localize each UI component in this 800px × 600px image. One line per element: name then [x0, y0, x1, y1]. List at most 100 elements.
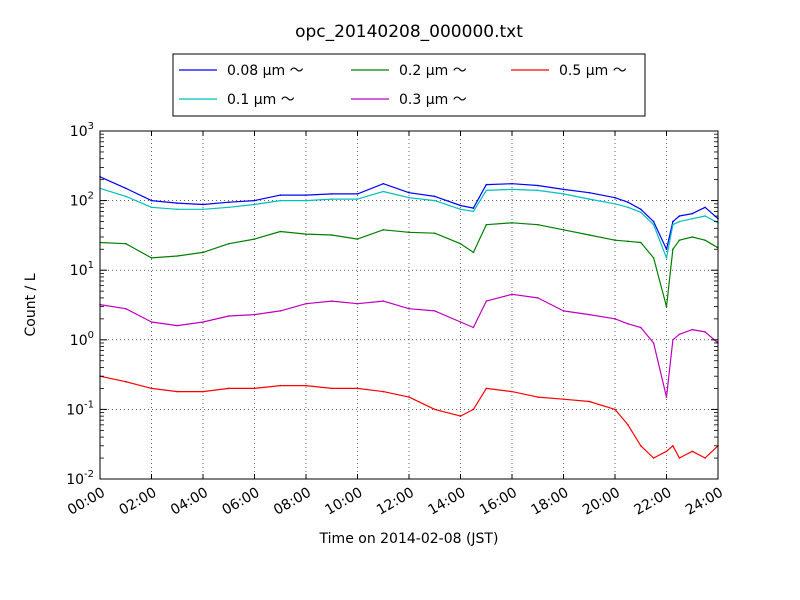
series-3-point [356, 302, 359, 305]
series-0-point [331, 193, 333, 195]
series-2-point [537, 223, 539, 226]
series-2-point [356, 238, 359, 240]
series-0-point [511, 182, 513, 185]
x-tick-label: 10:00 [323, 485, 366, 519]
series-4-point [125, 380, 127, 383]
x-tick-label: 08:00 [271, 485, 314, 519]
series-0-point [176, 202, 179, 204]
series-0-point [125, 187, 127, 190]
series-1-point [562, 193, 565, 195]
series-0-point [614, 196, 616, 199]
series-0-point [202, 203, 204, 206]
series-1-point [176, 208, 179, 211]
series-2-point [691, 236, 694, 238]
legend-label: 0.3 μm ～ [399, 92, 467, 108]
series-2-point [279, 230, 282, 233]
series-1-point [472, 210, 475, 213]
x-tick-label: 04:00 [168, 485, 211, 519]
series-1-point [511, 188, 513, 191]
series-3-point [202, 321, 204, 323]
series-1-point [704, 215, 706, 217]
series-4-point [678, 457, 681, 459]
series-4-point [562, 398, 565, 401]
series-1-point [305, 199, 307, 202]
series-1-point [672, 223, 674, 226]
series-2-point [305, 233, 307, 235]
series-3-point [652, 342, 655, 344]
series-0-point [150, 199, 153, 202]
series-2-point [640, 241, 642, 244]
series-4-point [665, 450, 668, 453]
series-4-point [704, 457, 706, 459]
x-tick-label: 22:00 [632, 485, 675, 519]
series-3-point [678, 333, 681, 336]
chart-title: opc_20140208_000000.txt [295, 22, 523, 42]
series-4-point [305, 384, 307, 387]
legend-label: 0.08 μm ～ [227, 63, 304, 79]
series-0-point [434, 195, 436, 198]
series-3-point [150, 321, 153, 323]
series-1-point [485, 189, 488, 192]
series-0-point [588, 191, 591, 194]
x-tick-labels: 00:00 02:00 04:00 06:00 08:00 10:00 12:00 14:00… [65, 485, 726, 519]
series-3-point [588, 313, 591, 316]
y-tick-base: 10 [70, 194, 88, 210]
series-1-point [150, 206, 153, 209]
x-tick-label: 14:00 [426, 485, 469, 519]
y-tick-exponent: 1 [88, 260, 94, 271]
series-1-point [279, 199, 282, 202]
y-tick-label: 10-1 [66, 399, 94, 418]
series-2-point [382, 229, 385, 231]
x-axis-label: Time on 2014-02-08 (JST) [319, 531, 499, 547]
series-2-point [652, 257, 655, 259]
series-0-point [640, 208, 642, 211]
series-3-point [472, 326, 475, 329]
series-1-point [588, 198, 591, 200]
y-tick-base: 10 [70, 263, 88, 279]
series-1-point [537, 189, 539, 192]
series-4-point [672, 445, 674, 447]
series-2-point [150, 257, 153, 259]
series-0-point [672, 220, 674, 223]
legend-label: 0.1 μm ～ [227, 92, 295, 108]
series-2-point [665, 305, 668, 308]
series-0-point [537, 184, 539, 187]
series-1-point [614, 203, 616, 205]
series-3-point [562, 310, 565, 312]
series-4-point [640, 445, 642, 447]
series-3-point [305, 302, 307, 305]
series-0-point [652, 220, 655, 223]
x-tick-label: 24:00 [683, 485, 726, 519]
series-1-point [253, 203, 256, 206]
series-0-point [253, 199, 256, 202]
series-4-point [408, 396, 410, 398]
series-4-point [279, 384, 282, 387]
y-tick-label: 102 [70, 191, 94, 210]
series-0-point [305, 194, 307, 196]
y-tick-exponent: 3 [88, 121, 94, 132]
series-3-point [434, 310, 436, 312]
series-3-point [704, 331, 706, 333]
y-axis-label: Count / L [23, 273, 39, 336]
plot-area [99, 130, 719, 480]
series-4-point [614, 408, 616, 411]
series-4-point [434, 408, 436, 411]
legend-label: 0.5 μm ～ [559, 63, 627, 79]
series-1-point [459, 208, 462, 211]
series-4-point [485, 387, 488, 390]
y-tick-base: 10 [66, 472, 84, 488]
x-tick-label: 16:00 [477, 485, 520, 519]
series-3-point [125, 307, 127, 310]
series-3-point [614, 318, 616, 320]
series-1-point [202, 208, 204, 211]
y-tick-label: 103 [70, 121, 94, 140]
series-0-point [691, 212, 694, 215]
series-2-point [588, 234, 591, 236]
series-0-point [704, 206, 706, 209]
series-2-point [228, 242, 230, 245]
series-2-point [202, 251, 204, 254]
series-0-point [472, 207, 475, 209]
series-1-point [691, 217, 694, 220]
